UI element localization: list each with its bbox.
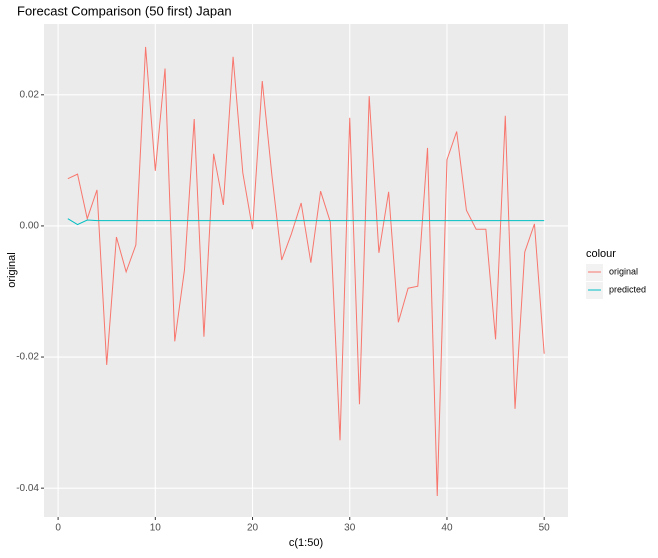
plot-panel	[44, 24, 568, 517]
y-axis-label: original	[6, 252, 18, 287]
series-line	[67, 218, 545, 226]
x-tick-label: 10	[150, 523, 162, 534]
x-axis-label: c(1:50)	[289, 537, 323, 549]
y-tick-label: -0.02	[16, 352, 39, 363]
x-tick-label: 0	[55, 523, 61, 534]
y-tick-label: -0.04	[16, 483, 39, 494]
x-tick-label: 40	[441, 523, 453, 534]
y-tick-label: 0.02	[20, 89, 40, 100]
series-line	[67, 46, 545, 497]
legend-label: original	[609, 266, 638, 276]
x-tick-label: 50	[539, 523, 551, 534]
x-tick-label: 30	[344, 523, 356, 534]
legend-title: colour	[586, 248, 616, 260]
x-tick-label: 20	[247, 523, 259, 534]
y-tick-label: 0.00	[20, 221, 40, 232]
chart-title: Forecast Comparison (50 first) Japan	[17, 3, 232, 18]
legend-label: predicted	[609, 284, 646, 294]
